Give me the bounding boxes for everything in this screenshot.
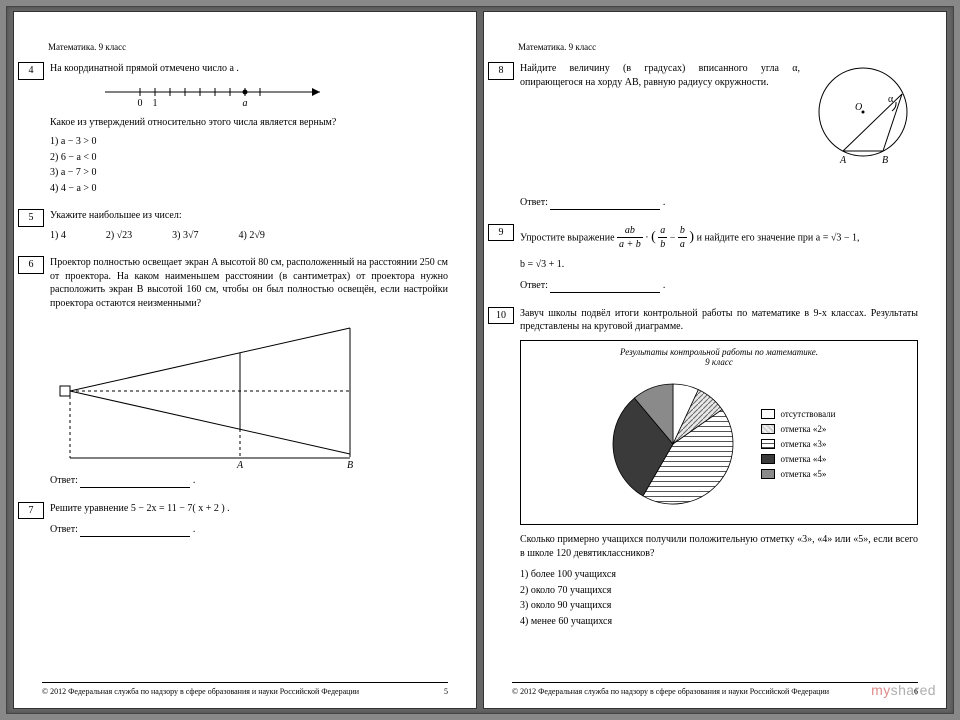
q10-opt4: 4) менее 60 учащихся <box>520 615 918 629</box>
q10-opt1: 1) более 100 учащихся <box>520 568 918 582</box>
q8-text: Найдите величину (в градусах) вписанного… <box>520 62 800 166</box>
q4-opt2: 2) 6 − a < 0 <box>50 151 448 165</box>
legend-item: отметка «4» <box>761 453 836 465</box>
problem-10: 10 Завуч школы подвёл итоги контрольной … <box>518 307 918 629</box>
copyright: © 2012 Федеральная служба по надзору в с… <box>512 687 829 696</box>
q10-opt2: 2) около 70 учащихся <box>520 584 918 598</box>
pie-chart-box: Результаты контрольной работы по математ… <box>520 340 918 526</box>
page-spread: Математика. 9 класс 4 На координатной пр… <box>13 11 947 709</box>
q10-text1: Завуч школы подвёл итоги контрольной раб… <box>520 307 918 334</box>
page-footer: © 2012 Федеральная служба по надзору в с… <box>42 682 448 696</box>
q5-opt1: 1) 4 <box>50 229 66 243</box>
legend-item: отсутствовали <box>761 408 836 420</box>
page-header: Математика. 9 класс <box>518 42 918 52</box>
q5-options: 1) 4 2) √23 3) 3√7 4) 2√9 <box>50 229 448 243</box>
q4-opt3: 3) a − 7 > 0 <box>50 166 448 180</box>
q8-answer: Ответ: . <box>520 196 918 210</box>
page-header: Математика. 9 класс <box>48 42 448 52</box>
q9-text: Упростите выражение ab a + b · ( a b − b <box>520 224 918 252</box>
q4-options: 1) a − 3 > 0 2) 6 − a < 0 3) a − 7 > 0 4… <box>50 135 448 195</box>
problem-5: 5 Укажите наибольшее из чисел: 1) 4 2) √… <box>48 209 448 242</box>
question-number: 6 <box>18 256 44 274</box>
q4-line2: Какое из утверждений относительно этого … <box>50 116 448 130</box>
question-number: 4 <box>18 62 44 80</box>
page-footer: © 2012 Федеральная служба по надзору в с… <box>512 682 918 696</box>
q7-text: Решите уравнение 5 − 2x = 11 − 7( x + 2 … <box>50 502 448 516</box>
svg-text:1: 1 <box>153 98 158 109</box>
q10-text2: Сколько примерно учащихся получили полож… <box>520 533 918 560</box>
problem-6: 6 Проектор полностью освещает экран A вы… <box>48 256 448 488</box>
q6-answer: Ответ: . <box>50 474 448 488</box>
q10-opt3: 3) около 90 учащихся <box>520 599 918 613</box>
document-viewer: Математика. 9 класс 4 На координатной пр… <box>6 6 954 714</box>
q6-text: Проектор полностью освещает экран A высо… <box>50 256 448 310</box>
q9-answer: Ответ: . <box>520 279 918 293</box>
problem-7: 7 Решите уравнение 5 − 2x = 11 − 7( x + … <box>48 502 448 537</box>
svg-text:O: O <box>855 102 862 113</box>
q4-opt1: 1) a − 3 > 0 <box>50 135 448 149</box>
problem-4: 4 На координатной прямой отмечено число … <box>48 62 448 195</box>
question-number: 7 <box>18 502 44 520</box>
chart-title: Результаты контрольной работы по математ… <box>529 347 909 369</box>
svg-text:a: a <box>243 98 248 109</box>
problem-9: 9 Упростите выражение ab a + b · ( a b − <box>518 224 918 293</box>
legend-item: отметка «3» <box>761 438 836 450</box>
page-num: 5 <box>444 687 448 696</box>
copyright: © 2012 Федеральная служба по надзору в с… <box>42 687 359 696</box>
question-number: 9 <box>488 224 514 242</box>
q7-answer: Ответ: . <box>50 523 448 537</box>
svg-text:B: B <box>347 460 353 468</box>
q10-options: 1) более 100 учащихся 2) около 70 учащих… <box>520 568 918 628</box>
pie-chart <box>603 374 743 514</box>
svg-text:B: B <box>882 155 888 166</box>
number-line: 0 1 a <box>100 82 330 112</box>
q5-text: Укажите наибольшее из чисел: <box>50 209 448 223</box>
pie-legend: отсутствовали отметка «2» отметка «3» от… <box>761 405 836 484</box>
legend-item: отметка «5» <box>761 468 836 480</box>
svg-text:α: α <box>888 94 894 105</box>
page-right: Математика. 9 класс 8 Найдите величину (… <box>483 11 947 709</box>
problem-8: 8 Найдите величину (в градусах) вписанно… <box>518 62 918 210</box>
q5-opt2: 2) √23 <box>106 229 132 243</box>
svg-text:A: A <box>236 460 244 468</box>
q5-opt3: 3) 3√7 <box>172 229 198 243</box>
page-left: Математика. 9 класс 4 На координатной пр… <box>13 11 477 709</box>
q4-opt4: 4) 4 − a > 0 <box>50 182 448 196</box>
question-number: 10 <box>488 307 514 325</box>
projector-diagram: A B <box>50 318 370 468</box>
page-num: 6 <box>914 687 918 696</box>
q9-text2: b = √3 + 1. <box>520 258 918 272</box>
circle-diagram: O α A B <box>808 62 918 172</box>
question-number: 5 <box>18 209 44 227</box>
svg-text:0: 0 <box>138 98 143 109</box>
q4-line1: На координатной прямой отмечено число a … <box>50 62 448 76</box>
q5-opt4: 4) 2√9 <box>239 229 265 243</box>
legend-item: отметка «2» <box>761 423 836 435</box>
svg-text:A: A <box>839 155 847 166</box>
question-number: 8 <box>488 62 514 80</box>
